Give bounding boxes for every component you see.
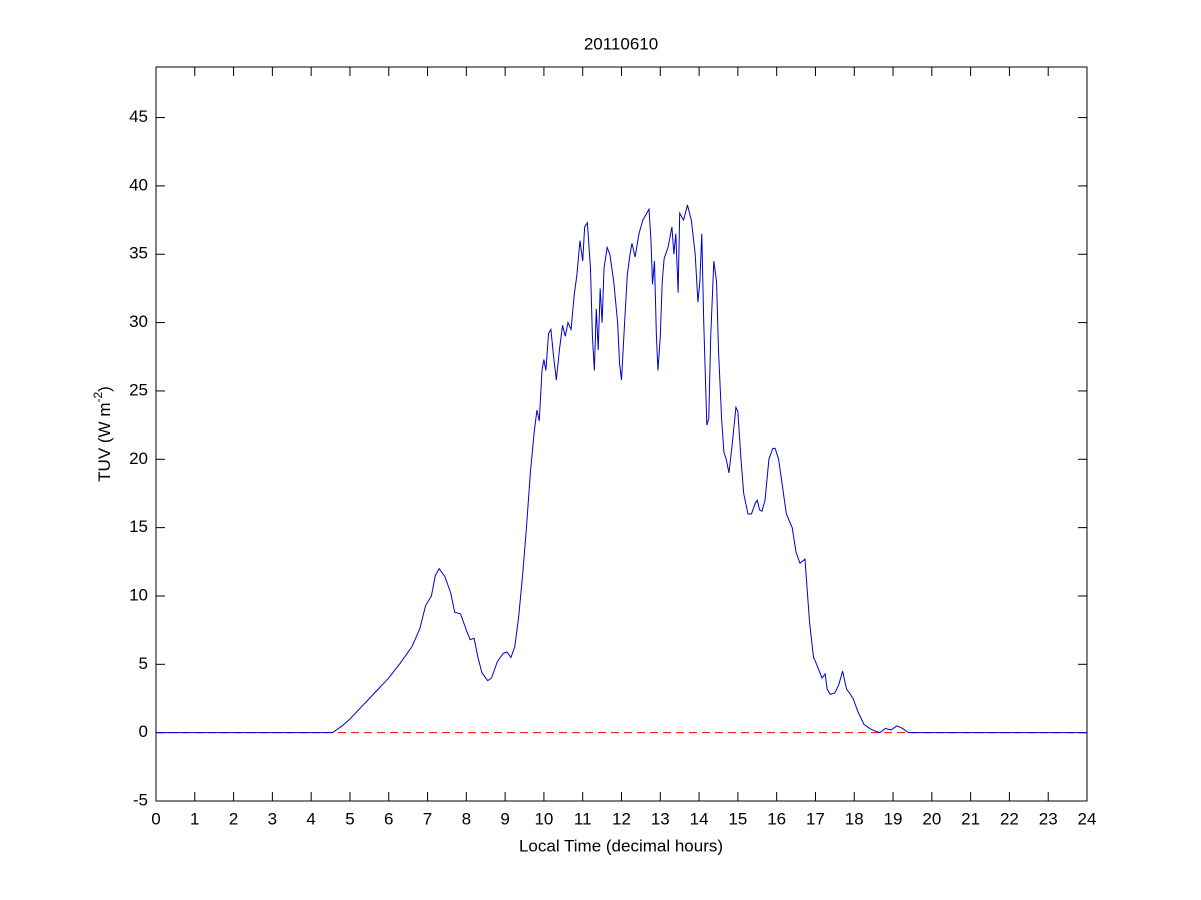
x-tick-label: 11 bbox=[574, 809, 592, 828]
x-tick-label: 6 bbox=[384, 809, 393, 828]
x-tick-label: 13 bbox=[651, 809, 670, 828]
y-tick-label: 40 bbox=[129, 175, 148, 194]
plot-area bbox=[156, 67, 1087, 801]
y-tick-label: 10 bbox=[129, 585, 148, 604]
x-tick-label: 9 bbox=[500, 809, 509, 828]
x-tick-label: 0 bbox=[151, 809, 160, 828]
y-tick-label: 5 bbox=[139, 654, 148, 673]
x-tick-label: 22 bbox=[1000, 809, 1019, 828]
y-axis-label: TUV (W m-2) bbox=[91, 386, 114, 482]
y-tick-label: 15 bbox=[129, 517, 148, 536]
x-axis-label: Local Time (decimal hours) bbox=[519, 836, 723, 855]
x-tick-label: 4 bbox=[306, 809, 315, 828]
y-tick-label: 35 bbox=[129, 244, 148, 263]
x-tick-label: 1 bbox=[190, 809, 199, 828]
x-tick-label: 21 bbox=[961, 809, 980, 828]
x-tick-label: 20 bbox=[922, 809, 941, 828]
y-tick-label: 45 bbox=[129, 107, 148, 126]
y-axis-label-exponent: -2 bbox=[91, 392, 105, 403]
chart-title: 20110610 bbox=[584, 34, 658, 53]
data-line bbox=[156, 204, 1087, 734]
x-tick-label: 24 bbox=[1078, 809, 1097, 828]
x-tick-label: 8 bbox=[462, 809, 471, 828]
x-tick-label: 14 bbox=[690, 809, 709, 828]
x-tick-label: 18 bbox=[845, 809, 864, 828]
y-tick-label: 0 bbox=[139, 722, 148, 741]
x-tick-label: 2 bbox=[229, 809, 238, 828]
x-tick-label: 7 bbox=[423, 809, 432, 828]
x-tick-label: 16 bbox=[767, 809, 786, 828]
y-axis-label-text: TUV (W m bbox=[95, 403, 114, 482]
y-tick-label: 25 bbox=[129, 380, 148, 399]
x-tick-label: 15 bbox=[728, 809, 747, 828]
y-tick-label: 30 bbox=[129, 312, 148, 331]
y-tick-label: 20 bbox=[129, 449, 148, 468]
x-tick-label: 3 bbox=[268, 809, 277, 828]
axes-box bbox=[155, 66, 1088, 802]
x-tick-label: 23 bbox=[1039, 809, 1058, 828]
y-tick-label: -5 bbox=[133, 790, 148, 809]
x-tick-label: 12 bbox=[612, 809, 631, 828]
x-tick-label: 19 bbox=[884, 809, 903, 828]
x-tick-label: 17 bbox=[806, 809, 825, 828]
x-tick-label: 10 bbox=[534, 809, 553, 828]
y-axis-label-close: ) bbox=[95, 386, 114, 392]
x-tick-label: 5 bbox=[345, 809, 354, 828]
